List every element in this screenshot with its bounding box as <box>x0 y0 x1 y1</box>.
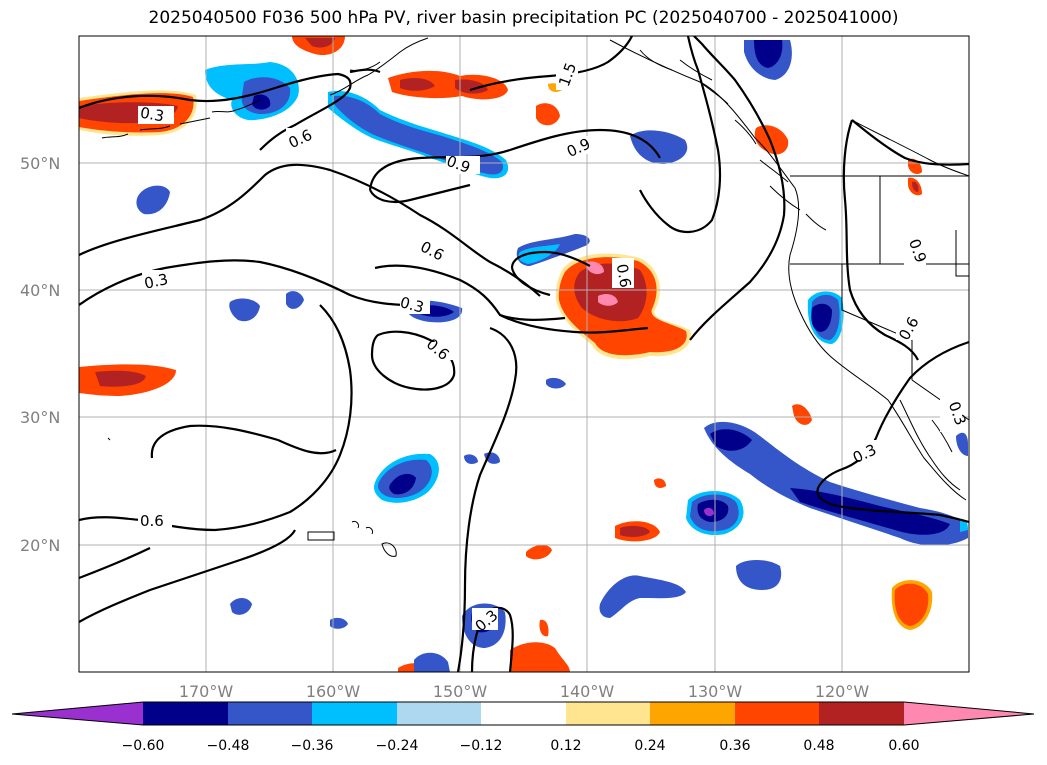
lon-tick-label: 150°W <box>433 682 488 701</box>
colorbar-swatch <box>735 702 819 725</box>
positive-anomaly-region <box>536 103 560 126</box>
positive-anomaly-region <box>79 364 176 396</box>
lon-tick-label: 130°W <box>688 682 743 701</box>
colorbar-extend-low <box>12 702 143 725</box>
negative-anomaly-region <box>599 575 686 618</box>
contour-label: 0.3 <box>139 104 166 126</box>
contour-label: 0.3 <box>398 293 426 317</box>
colorbar-tick-label: −0.48 <box>207 738 250 754</box>
contour-label: 0.6 <box>613 262 635 289</box>
lat-tick-label: 30°N <box>20 408 60 427</box>
lon-tick-labels: 170°W 160°W 150°W 140°W 130°W 120°W <box>179 682 870 701</box>
negative-anomaly-region <box>736 560 782 590</box>
colorbar-tick-label: 0.36 <box>719 738 750 754</box>
colorbar-swatch <box>650 702 735 725</box>
map-title: 2025040500 F036 500 hPa PV, river basin … <box>148 8 899 28</box>
colorbar-tick-label: 0.12 <box>550 738 581 754</box>
lon-tick-label: 170°W <box>179 682 234 701</box>
graticule <box>79 36 969 672</box>
positive-anomaly-region <box>526 544 552 560</box>
negative-anomaly-region <box>630 130 688 164</box>
negative-anomaly-region <box>956 432 968 456</box>
map-frame <box>78 35 970 673</box>
positive-anomaly-region <box>388 70 508 100</box>
colorbar-swatch <box>312 702 397 725</box>
positive-anomaly-region <box>510 642 570 672</box>
contour-labels: 0.3 0.6 0.9 0.6 1.5 0.9 0.6 0.3 0.3 0.6 … <box>138 60 970 635</box>
colorbar-tick-label: −0.36 <box>291 738 334 754</box>
negative-anomaly-region <box>286 291 304 309</box>
positive-anomaly-region <box>654 478 666 488</box>
lat-tick-label: 20°N <box>20 536 60 555</box>
colorbar-tick-label: −0.24 <box>376 738 419 754</box>
negative-anomaly-region <box>230 598 252 615</box>
positive-anomaly-region <box>79 90 197 136</box>
map-area <box>79 36 969 672</box>
colorbar-tick-label: 0.60 <box>888 738 919 754</box>
contour-label: 0.6 <box>140 512 164 530</box>
colorbar-swatch <box>143 702 228 725</box>
colorbar-tick-label: 0.24 <box>634 738 665 754</box>
negative-anomaly-region <box>229 298 260 322</box>
positive-anomaly-region <box>292 36 345 56</box>
colorbar-swatch <box>397 702 481 725</box>
colorbar-tick-label: −0.12 <box>460 738 503 754</box>
negative-anomaly-region <box>704 421 968 546</box>
colorbar-swatch <box>481 702 566 725</box>
colorbar-tick-labels: −0.60 −0.48 −0.36 −0.24 −0.12 0.12 0.24 … <box>122 738 920 754</box>
lat-tick-label: 50°N <box>20 154 60 173</box>
colorbar-swatch <box>819 702 904 725</box>
lat-tick-labels: 50°N 40°N 30°N 20°N <box>20 154 60 555</box>
colorbar-tick-label: −0.60 <box>122 738 165 754</box>
lon-tick-label: 120°W <box>815 682 870 701</box>
negative-anomaly-region <box>136 185 170 215</box>
colorbar-tick-label: 0.48 <box>803 738 834 754</box>
contour-label: 0.3 <box>143 270 170 293</box>
colorbar-extend-high <box>904 702 1034 725</box>
lon-tick-label: 140°W <box>560 682 615 701</box>
colorbar-swatch <box>228 702 312 725</box>
colorbar-swatch <box>566 702 650 725</box>
lon-tick-label: 160°W <box>306 682 361 701</box>
pv-contours <box>79 36 969 672</box>
coastlines <box>101 37 969 557</box>
colorbar <box>11 701 1035 726</box>
negative-anomaly-region <box>546 377 566 389</box>
positive-anomaly-region <box>792 404 812 425</box>
lat-tick-label: 40°N <box>20 281 60 300</box>
